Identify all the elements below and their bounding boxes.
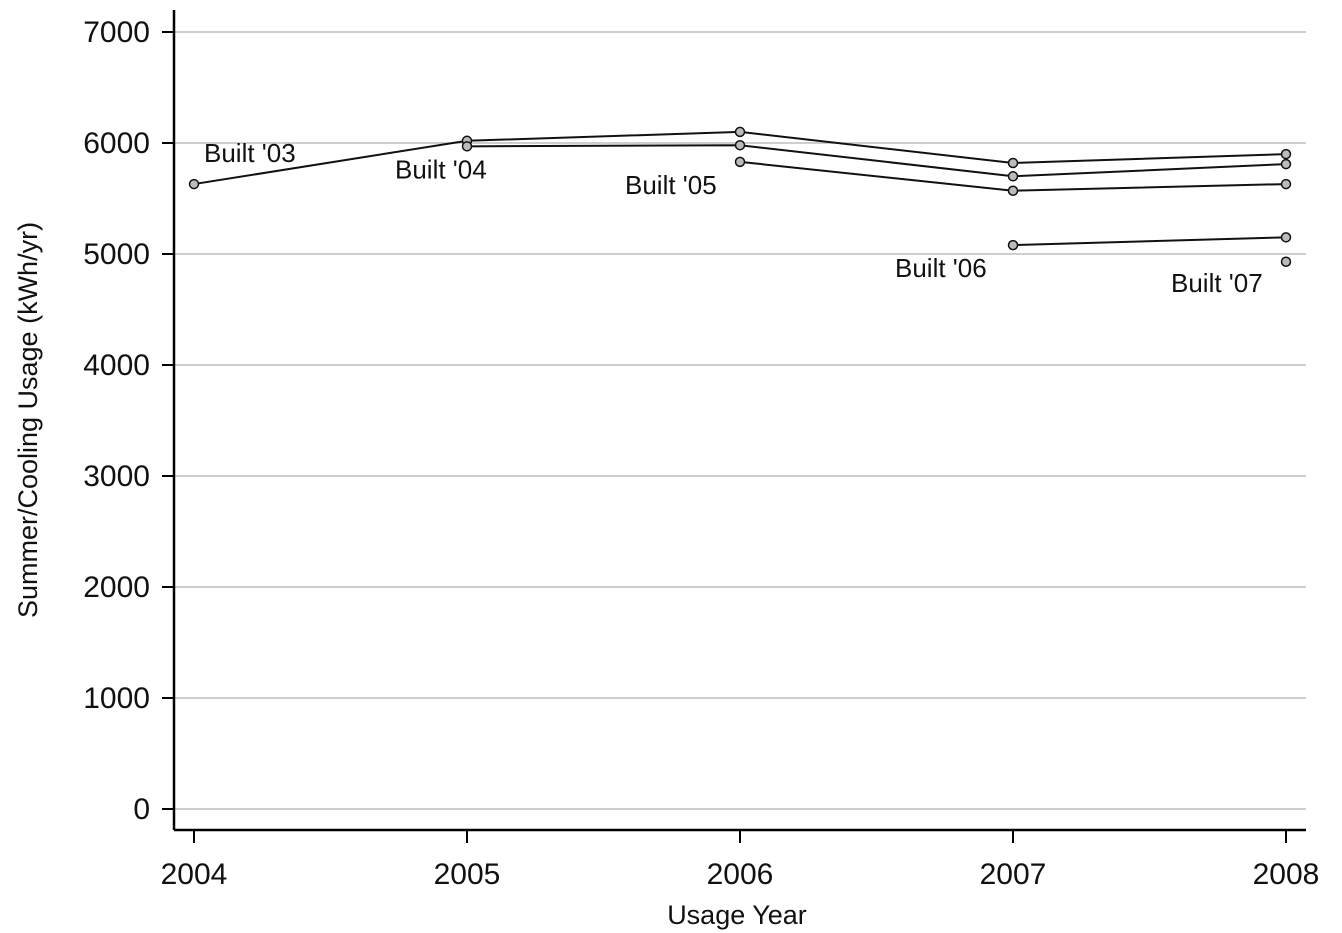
data-point: [1007, 239, 1019, 251]
x-tick-label: 2006: [707, 858, 774, 891]
y-tick-label: 0: [133, 793, 150, 826]
series-line: [466, 144, 1287, 178]
data-point: [734, 156, 746, 168]
data-point: [1280, 256, 1292, 268]
x-tick-label: 2007: [980, 858, 1047, 891]
y-tick-label: 5000: [83, 238, 150, 271]
data-point: [1007, 157, 1019, 169]
gridlines: [174, 31, 1306, 810]
series-label: Built '07: [1171, 268, 1263, 298]
series-label: Built '05: [625, 170, 717, 200]
y-tick-label: 1000: [83, 682, 150, 715]
series-label: Built '06: [895, 253, 987, 283]
y-tick-label: 3000: [83, 460, 150, 493]
series-line: [1012, 236, 1287, 247]
x-axis-title: Usage Year: [667, 900, 807, 930]
x-axis-ticks: 2004 2005 2006 2007 2008: [161, 830, 1320, 891]
data-point: [1280, 148, 1292, 160]
data-point: [461, 141, 473, 152]
series-label: Built '04: [395, 154, 487, 184]
data-point: [734, 139, 746, 151]
y-tick-label: 6000: [83, 127, 150, 160]
y-tick-label: 2000: [83, 571, 150, 604]
data-point: [734, 126, 746, 138]
data-point: [1007, 185, 1019, 196]
data-point: [1007, 171, 1019, 182]
y-axis-ticks: 0 1000 2000 3000 4000 5000 6000 7000: [83, 16, 174, 826]
x-tick-label: 2005: [434, 858, 501, 891]
y-tick-label: 7000: [83, 16, 150, 49]
data-point: [188, 178, 200, 190]
data-point: [1280, 232, 1292, 243]
series-labels: Built '03 Built '04 Built '05 Built '06 Buil…: [204, 138, 1263, 298]
data-point: [1280, 178, 1292, 190]
x-tick-label: 2004: [161, 858, 228, 891]
data-point: [1280, 158, 1292, 170]
x-tick-label: 2008: [1253, 858, 1320, 891]
y-axis-title: Summer/Cooling Usage (kWh/yr): [13, 222, 43, 618]
y-tick-label: 4000: [83, 349, 150, 382]
series-label: Built '03: [204, 138, 296, 168]
series-group: [188, 126, 1292, 268]
